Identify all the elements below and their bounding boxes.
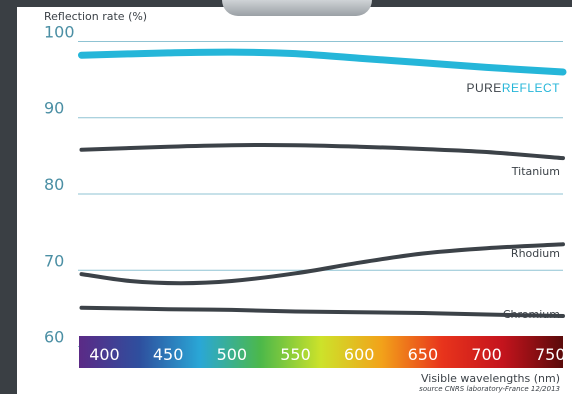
y-tick-labels: 100 90 80 70 60: [44, 22, 75, 346]
y-tick-60: 60: [44, 328, 64, 347]
series-line-rhodium: [79, 242, 565, 286]
series-label-chromium: Chromium: [503, 308, 560, 321]
series-label-rhodium: Rhodium: [511, 247, 560, 260]
x-tick-750: 750: [535, 345, 566, 364]
x-tick-700: 700: [471, 345, 502, 364]
purereflect-label-part1: PURE: [466, 81, 501, 95]
spectrum-bar: [79, 336, 563, 368]
x-tick-500: 500: [217, 345, 248, 364]
purereflect-label-part2: REFLECT: [502, 81, 560, 95]
series-label-purereflect: PUREREFLECT: [466, 81, 560, 95]
y-tick-100: 100: [44, 22, 75, 41]
y-tick-70: 70: [44, 251, 64, 270]
series-line-chromium: [79, 305, 565, 318]
y-axis-label: Reflection rate (%): [44, 10, 147, 23]
x-tick-labels: 400 450 500 550 600 650 700 750: [89, 345, 565, 364]
series-line-titanium: [79, 142, 565, 161]
y-tick-90: 90: [44, 99, 64, 118]
source-note: source CNRS laboratory-France 12/2013: [419, 385, 560, 393]
series-line-purereflect: [78, 48, 567, 76]
x-tick-400: 400: [89, 345, 120, 364]
series-label-titanium: Titanium: [511, 165, 560, 178]
x-tick-600: 600: [344, 345, 375, 364]
x-axis-label: Visible wavelengths (nm): [421, 372, 560, 385]
top-cap-decoration: [222, 0, 372, 16]
x-tick-650: 650: [408, 345, 439, 364]
series-lines: [78, 48, 567, 318]
x-tick-550: 550: [280, 345, 311, 364]
y-tick-80: 80: [44, 175, 64, 194]
x-tick-450: 450: [153, 345, 184, 364]
